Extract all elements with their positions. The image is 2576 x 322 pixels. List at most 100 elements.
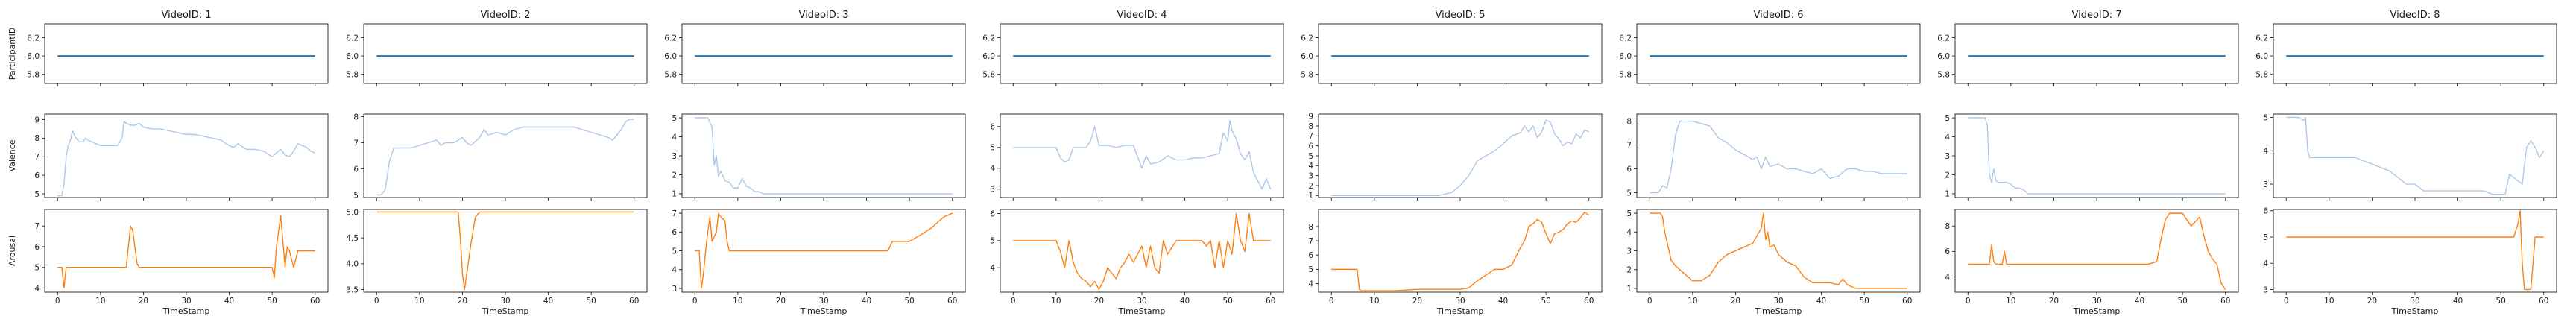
y-tick-label: 3 <box>2263 285 2268 294</box>
series-line <box>57 121 316 197</box>
series-line <box>2286 210 2544 291</box>
x-axis-label: TimeStamp <box>482 306 529 316</box>
y-tick-label: 6.0 <box>982 52 995 61</box>
series-line <box>376 119 634 196</box>
y-tick-label: 5.8 <box>1937 70 1950 79</box>
y-tick-label: 4.5 <box>346 234 359 243</box>
subplot: 5.8 6.0 6.2 VideoID: 1 ParticipantID <box>7 10 329 86</box>
y-tick-label: 5.8 <box>346 70 359 79</box>
y-tick-label: 7 <box>672 209 677 218</box>
y-tick-label: 6.0 <box>2255 52 2268 61</box>
subplot: 5.8 6.0 6.2 VideoID: 7 <box>1937 10 2239 86</box>
series-line <box>1013 212 1271 291</box>
x-tick-label: 20 <box>139 297 148 306</box>
y-tick-label: 6 <box>353 165 359 174</box>
series-line <box>1331 119 1590 197</box>
y-tick-label: 5 <box>1626 189 1632 198</box>
y-tick-label: 3.5 <box>346 285 359 294</box>
y-tick-label: 6.2 <box>1301 34 1313 42</box>
y-tick-label: 4 <box>990 165 995 174</box>
axes-frame <box>363 113 648 198</box>
series-line <box>1968 117 2226 195</box>
axes-frame <box>1000 23 1284 84</box>
series-line <box>376 211 634 291</box>
y-tick-label: 4 <box>2263 259 2268 268</box>
x-axis-label: TimeStamp <box>2073 306 2121 316</box>
x-tick-label: 20 <box>1412 297 1422 306</box>
y-tick-label: 5.8 <box>1619 70 1632 79</box>
y-tick-label: 6.2 <box>1937 34 1950 42</box>
x-tick-label: 30 <box>818 297 828 306</box>
subplot: 5.8 6.0 6.2 VideoID: 5 <box>1301 10 1603 86</box>
series-line <box>1013 119 1272 190</box>
axes-frame <box>44 23 329 84</box>
y-tick-label: 8 <box>34 134 40 143</box>
axes-frame <box>681 113 966 198</box>
x-tick-label: 10 <box>1369 297 1379 306</box>
y-tick-label: 3 <box>990 186 995 195</box>
y-tick-label: 6 <box>990 209 995 218</box>
y-tick-label: 2 <box>672 171 677 180</box>
x-tick-label: 30 <box>2410 297 2419 306</box>
x-tick-label: 20 <box>776 297 786 306</box>
y-tick-label: 7 <box>34 153 40 162</box>
x-tick-label: 10 <box>1051 297 1061 306</box>
subplot: 4 5 6 7 8 0 10 20 30 40 50 60 TimeStamp <box>1308 209 1603 316</box>
x-tick-label: 30 <box>1455 297 1465 306</box>
axes-frame <box>1636 23 1921 84</box>
subplot-title: VideoID: 5 <box>1435 10 1485 21</box>
y-tick-label: 5 <box>34 190 40 199</box>
x-axis-label: TimeStamp <box>162 306 210 316</box>
x-tick-label: 30 <box>1137 297 1146 306</box>
x-tick-label: 0 <box>374 297 379 306</box>
axes-frame <box>2273 23 2557 84</box>
x-tick-label: 60 <box>629 297 639 306</box>
y-tick-label: 4 <box>990 264 995 273</box>
y-tick-label: 5 <box>2263 233 2268 242</box>
y-tick-label: 6.0 <box>1937 52 1950 61</box>
y-tick-label: 5 <box>990 144 995 153</box>
subplot: 4 6 8 0 10 20 30 40 50 60 TimeStamp <box>1945 209 2239 316</box>
y-tick-label: 4.0 <box>346 260 359 269</box>
y-tick-label: 6.2 <box>2255 34 2268 42</box>
y-tick-label: 5 <box>2263 113 2268 122</box>
subplot: 1 2 3 4 5 <box>672 113 966 201</box>
x-tick-label: 60 <box>1902 297 1912 306</box>
y-tick-label: 4 <box>672 133 677 142</box>
x-tick-label: 0 <box>1329 297 1334 306</box>
y-tick-label: 1 <box>672 190 677 199</box>
y-tick-label: 6.0 <box>1619 52 1632 61</box>
y-tick-label: 4 <box>2263 147 2268 156</box>
y-tick-label: 7 <box>1308 237 1313 246</box>
x-tick-label: 20 <box>1731 297 1740 306</box>
axes-frame <box>1954 113 2239 198</box>
series-line <box>695 117 953 195</box>
y-axis-label: Arousal <box>7 236 17 266</box>
axes-frame <box>363 209 648 293</box>
y-tick-label: 3 <box>672 285 677 294</box>
axes-frame <box>2273 113 2557 198</box>
subplot: 3 4 5 <box>2263 113 2557 201</box>
x-axis-label: TimeStamp <box>1436 306 1484 316</box>
subplot: 5.8 6.0 6.2 VideoID: 6 <box>1619 10 1921 86</box>
y-tick-label: 5.8 <box>2255 70 2268 79</box>
y-tick-label: 6.0 <box>27 52 40 61</box>
x-tick-label: 50 <box>2496 297 2505 306</box>
axes-frame <box>1636 209 1921 293</box>
axes-frame <box>1318 23 1603 84</box>
axes-frame <box>44 113 329 198</box>
y-tick-label: 4 <box>1308 280 1313 288</box>
x-tick-label: 60 <box>1266 297 1275 306</box>
subplot: 4 5 6 7 0 10 20 30 40 50 60 TimeStamp Arousal <box>7 209 329 316</box>
y-tick-label: 6 <box>2263 207 2268 216</box>
y-tick-label: 5.8 <box>982 70 995 79</box>
series-line <box>1650 212 1907 289</box>
y-tick-label: 8 <box>1945 222 1950 231</box>
axes-frame <box>363 23 648 84</box>
axes-frame <box>1318 209 1603 293</box>
series-line <box>2286 116 2545 195</box>
axes-frame <box>1636 113 1921 198</box>
x-axis-label: TimeStamp <box>800 306 847 316</box>
